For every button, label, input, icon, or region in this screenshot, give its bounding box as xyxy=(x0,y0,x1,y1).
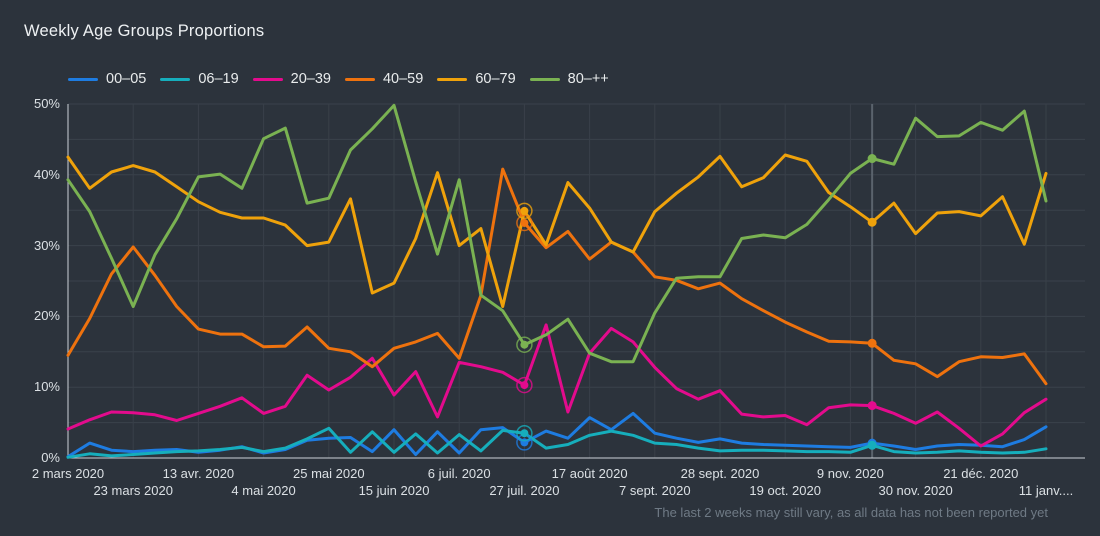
y-tick-label: 0% xyxy=(41,450,60,465)
crosshair-dot-40–59 xyxy=(867,338,877,348)
x-tick-label: 19 oct. 2020 xyxy=(749,483,821,498)
x-tick-label: 30 nov. 2020 xyxy=(878,483,953,498)
legend-item-60–79[interactable]: 60–79 xyxy=(437,71,516,87)
crosshair-dot-60–79 xyxy=(867,217,877,227)
legend-item-20–39[interactable]: 20–39 xyxy=(252,71,331,87)
legend-swatch-icon xyxy=(344,77,375,81)
x-tick-label: 17 août 2020 xyxy=(551,466,628,481)
legend-label: 80–++ xyxy=(567,71,609,87)
halo-marker-ring-20–39 xyxy=(516,376,533,394)
halo-marker-dot-80–++ xyxy=(520,340,529,349)
data-disclaimer-note: The last 2 weeks may still vary, as all … xyxy=(654,505,1048,520)
legend-swatch-icon xyxy=(437,77,468,81)
x-tick-label: 27 juil. 2020 xyxy=(489,483,560,498)
x-tick-label: 9 nov. 2020 xyxy=(816,466,884,481)
series-line-80–++[interactable] xyxy=(66,103,1048,364)
x-tick-label: 2 mars 2020 xyxy=(31,466,105,481)
legend-item-00–05[interactable]: 00–05 xyxy=(68,71,146,87)
legend-swatch-icon xyxy=(68,77,98,81)
y-tick-label: 20% xyxy=(33,308,60,324)
x-tick-label: 21 déc. 2020 xyxy=(943,466,1019,481)
y-tick-label: 40% xyxy=(33,166,60,182)
legend-label: 60–79 xyxy=(475,71,516,87)
y-tick-label: 50% xyxy=(33,96,60,111)
legend-label: 20–39 xyxy=(290,71,331,87)
y-tick-label: 30% xyxy=(33,237,60,253)
x-tick-label: 6 juil. 2020 xyxy=(427,466,491,481)
halo-marker-dot-60–79 xyxy=(520,206,529,215)
series-line-20–39[interactable] xyxy=(66,323,1048,448)
legend-swatch-icon xyxy=(529,77,560,81)
legend-item-40–59[interactable]: 40–59 xyxy=(344,71,424,87)
x-tick-label: 28 sept. 2020 xyxy=(680,466,760,481)
series-line-60–79[interactable] xyxy=(66,153,1048,308)
halo-marker-dot-20–39 xyxy=(520,381,529,390)
halo-marker-dot-40–59 xyxy=(520,218,529,227)
halo-marker-dot-06–19 xyxy=(520,429,529,438)
halo-marker-ring-80–++ xyxy=(516,336,533,353)
crosshair-dot-06–19 xyxy=(867,440,877,450)
series-line-40–59[interactable] xyxy=(66,167,1048,386)
crosshair-dot-20–39 xyxy=(867,401,877,411)
legend-item-80–++[interactable]: 80–++ xyxy=(529,71,609,87)
legend-item-06–19[interactable]: 06–19 xyxy=(160,71,239,87)
x-tick-label: 13 avr. 2020 xyxy=(162,466,235,481)
x-tick-label: 25 mai 2020 xyxy=(293,466,365,481)
y-tick-label: 10% xyxy=(33,379,60,395)
halo-marker-ring-06–19 xyxy=(516,424,533,442)
series-line-06–19[interactable] xyxy=(66,426,1048,459)
legend-swatch-icon xyxy=(252,77,283,81)
chart-legend: 00–05 06–19 20–39 40–59 60–79 80–++ xyxy=(68,71,609,87)
chart-title: Weekly Age Groups Proportions xyxy=(24,22,265,40)
halo-marker-ring-60–79 xyxy=(516,202,533,220)
legend-label: 06–19 xyxy=(198,71,239,87)
legend-label: 00–05 xyxy=(106,71,147,87)
legend-label: 40–59 xyxy=(382,71,424,87)
x-tick-label: 23 mars 2020 xyxy=(93,483,173,498)
x-tick-label: 11 janv.... xyxy=(1018,483,1074,498)
legend-swatch-icon xyxy=(160,77,191,81)
crosshair-dot-80–++ xyxy=(867,154,877,164)
halo-marker-ring-40–59 xyxy=(516,214,533,232)
x-tick-label: 4 mai 2020 xyxy=(231,483,296,498)
x-tick-label: 7 sept. 2020 xyxy=(619,483,691,498)
x-tick-label: 15 juin 2020 xyxy=(358,483,430,498)
